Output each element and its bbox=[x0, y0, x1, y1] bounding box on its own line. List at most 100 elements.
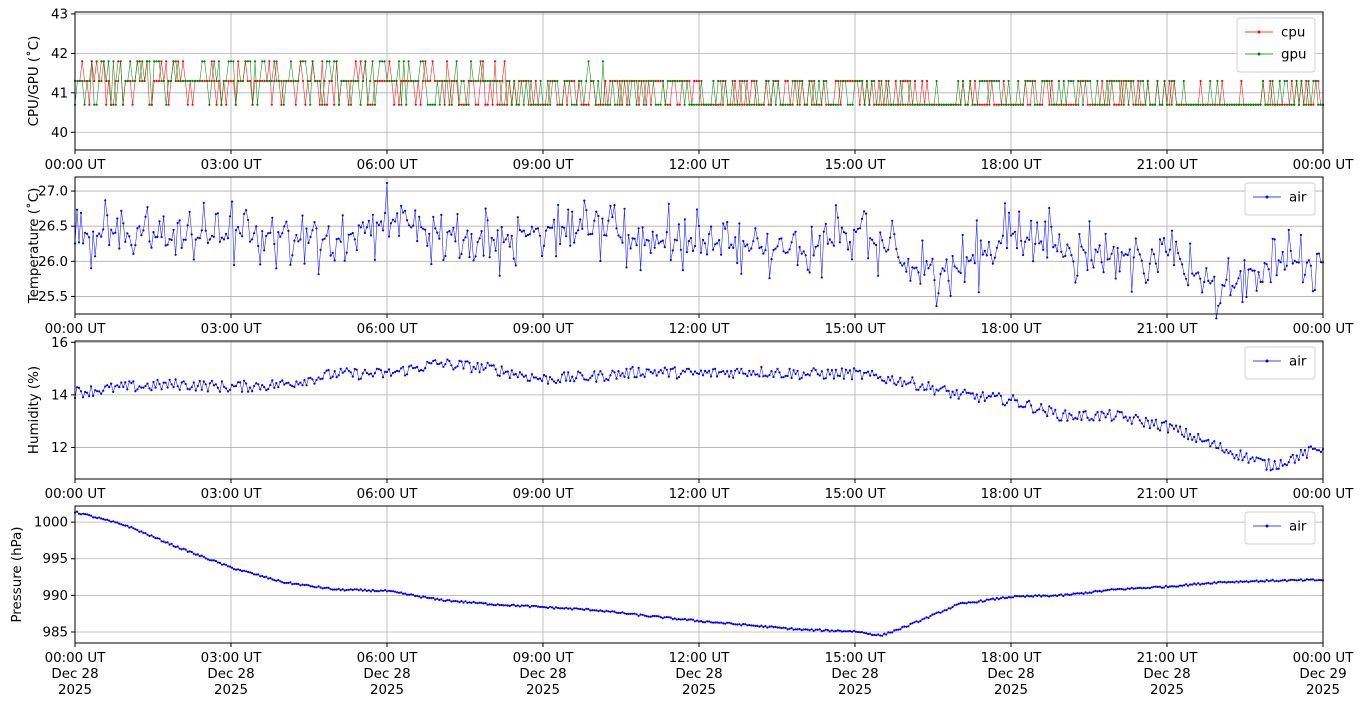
data-point bbox=[128, 380, 131, 383]
data-point bbox=[430, 597, 433, 600]
data-point bbox=[817, 79, 821, 83]
data-point bbox=[760, 624, 763, 627]
data-point bbox=[728, 375, 731, 378]
data-point bbox=[989, 395, 993, 398]
data-point bbox=[720, 621, 723, 624]
data-point bbox=[498, 79, 501, 83]
data-point bbox=[949, 607, 952, 610]
data-point bbox=[810, 628, 813, 631]
data-point bbox=[486, 79, 489, 83]
legend-label-air: air bbox=[1289, 191, 1307, 206]
x-tick-label: 09:00 UT bbox=[513, 651, 575, 666]
data-point bbox=[1108, 257, 1111, 260]
data-point bbox=[685, 79, 689, 83]
data-point bbox=[649, 79, 653, 83]
data-point bbox=[627, 612, 630, 616]
data-point bbox=[538, 377, 542, 380]
data-point bbox=[921, 79, 924, 83]
data-point bbox=[305, 583, 308, 586]
data-point bbox=[539, 103, 542, 106]
data-point bbox=[1295, 454, 1298, 457]
data-point bbox=[838, 374, 842, 378]
data-point bbox=[565, 379, 568, 382]
data-point bbox=[1102, 271, 1105, 274]
data-point bbox=[304, 60, 307, 63]
data-point bbox=[780, 237, 783, 240]
data-point bbox=[995, 103, 998, 106]
data-point bbox=[1218, 103, 1221, 106]
data-point bbox=[756, 237, 759, 240]
data-point bbox=[329, 588, 332, 591]
data-point bbox=[394, 220, 397, 223]
data-point bbox=[383, 60, 386, 63]
data-point bbox=[305, 227, 308, 230]
data-point bbox=[701, 238, 705, 241]
data-point bbox=[573, 241, 576, 244]
data-point bbox=[767, 103, 770, 106]
data-point bbox=[1173, 79, 1176, 83]
data-point bbox=[208, 382, 211, 385]
data-point bbox=[965, 602, 968, 605]
x-date-label: Dec 28 bbox=[519, 667, 566, 682]
data-point bbox=[1096, 79, 1099, 83]
data-point bbox=[496, 603, 499, 606]
data-point bbox=[1108, 588, 1111, 591]
data-point bbox=[150, 103, 153, 106]
data-point bbox=[357, 224, 360, 227]
data-point bbox=[587, 103, 590, 106]
data-point bbox=[347, 588, 350, 591]
data-point bbox=[431, 103, 434, 106]
data-point bbox=[1062, 594, 1065, 598]
data-point bbox=[208, 238, 211, 241]
data-point bbox=[635, 244, 638, 247]
data-point bbox=[877, 79, 881, 83]
data-point bbox=[289, 581, 292, 584]
data-point bbox=[317, 585, 320, 588]
y-tick-label: 12 bbox=[51, 441, 68, 456]
data-point bbox=[1009, 234, 1013, 237]
data-point bbox=[635, 79, 638, 83]
data-point bbox=[1269, 79, 1272, 83]
data-point bbox=[490, 364, 493, 367]
data-point bbox=[1077, 103, 1080, 106]
data-point bbox=[883, 246, 886, 249]
data-point bbox=[712, 248, 715, 251]
data-point bbox=[1091, 103, 1094, 106]
data-point bbox=[396, 369, 399, 372]
data-point bbox=[558, 103, 561, 106]
data-point bbox=[371, 588, 374, 592]
data-point bbox=[361, 221, 364, 224]
data-point bbox=[527, 79, 530, 83]
data-point bbox=[120, 381, 123, 384]
data-point bbox=[1162, 421, 1166, 424]
data-point bbox=[746, 624, 749, 627]
data-point bbox=[603, 234, 606, 237]
data-point bbox=[945, 103, 948, 106]
data-point bbox=[414, 366, 417, 369]
data-point bbox=[335, 238, 338, 241]
data-point bbox=[1251, 269, 1254, 272]
data-point bbox=[1105, 103, 1109, 106]
data-point bbox=[1128, 416, 1131, 419]
data-point bbox=[681, 369, 685, 372]
data-point bbox=[852, 629, 856, 632]
data-point bbox=[589, 609, 592, 612]
data-point bbox=[261, 384, 264, 387]
data-point bbox=[440, 598, 443, 601]
data-point bbox=[1247, 103, 1250, 106]
y-tick-label: 41 bbox=[51, 86, 68, 101]
data-point bbox=[1067, 103, 1070, 106]
data-point bbox=[712, 621, 715, 624]
data-point bbox=[561, 607, 564, 610]
data-point bbox=[1020, 405, 1023, 408]
data-point bbox=[455, 79, 458, 83]
data-point bbox=[190, 550, 193, 554]
data-point bbox=[1231, 580, 1234, 584]
data-point bbox=[1113, 79, 1116, 83]
data-point bbox=[768, 277, 771, 280]
data-point bbox=[396, 212, 399, 215]
data-point bbox=[678, 79, 681, 83]
data-point bbox=[1151, 103, 1154, 106]
data-point bbox=[263, 386, 266, 389]
data-point bbox=[1213, 275, 1216, 278]
